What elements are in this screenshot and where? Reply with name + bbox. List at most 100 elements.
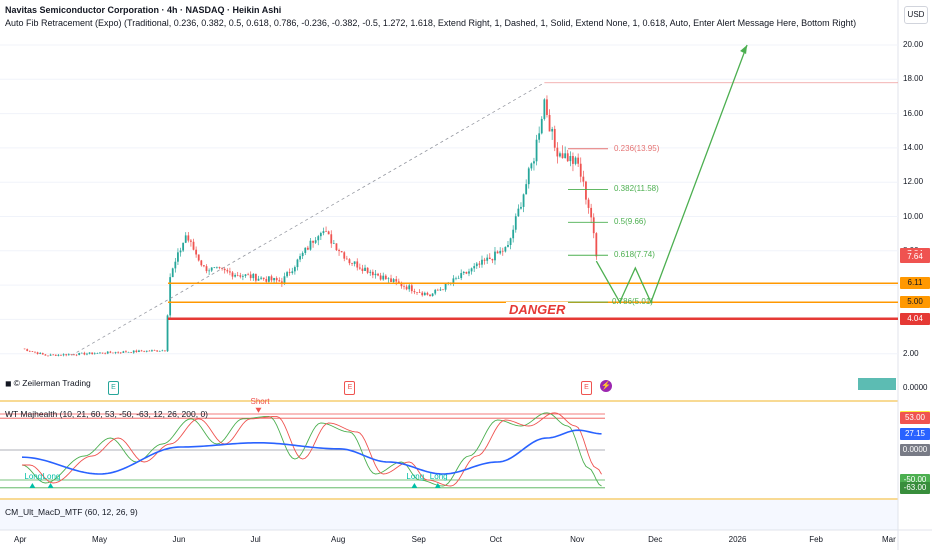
- candle-body: [530, 163, 533, 169]
- signal-label: Long: [42, 472, 61, 481]
- candle-body: [47, 355, 49, 357]
- candle-body: [28, 350, 31, 352]
- y-tick-label: 12.00: [903, 177, 924, 187]
- x-tick-label: 2026: [728, 535, 747, 544]
- candle-body: [60, 354, 62, 356]
- candle-body: [182, 242, 185, 251]
- candle-body: [164, 350, 166, 352]
- candle-body: [473, 266, 476, 269]
- candle-body: [70, 354, 73, 355]
- candle-body: [520, 206, 522, 209]
- candle-body: [91, 352, 94, 355]
- candle-body: [343, 252, 346, 259]
- candle-body: [452, 278, 455, 283]
- candle-body: [112, 352, 114, 354]
- candle-body: [286, 272, 288, 277]
- candle-body: [332, 243, 335, 244]
- candle-body: [210, 267, 213, 271]
- long-signal-icon: [47, 483, 54, 488]
- candle-body: [465, 271, 468, 274]
- candle-body: [293, 267, 296, 272]
- fib-level-label: 0.5(9.66): [614, 217, 647, 227]
- candle-body: [543, 99, 546, 119]
- x-tick-label: Mar: [882, 535, 896, 544]
- candle-body: [205, 266, 208, 272]
- candle-body: [213, 267, 216, 268]
- candle-body: [533, 161, 535, 164]
- candle-body: [444, 283, 447, 290]
- candle-body: [400, 282, 403, 287]
- price-tag: 7.64: [900, 250, 930, 263]
- candle-body: [592, 217, 595, 234]
- candle-body: [179, 250, 182, 253]
- candle-body: [559, 153, 561, 157]
- candle-body: [410, 285, 413, 292]
- signal-label: Long: [24, 472, 43, 481]
- candle-body: [138, 350, 140, 353]
- currency-button[interactable]: USD: [904, 6, 928, 24]
- candle-body: [96, 353, 99, 354]
- candle-body: [595, 233, 598, 257]
- candle-body: [166, 315, 169, 352]
- candle-body: [470, 268, 473, 272]
- candle-body: [88, 352, 91, 354]
- macd-legend: CM_Ult_MacD_MTF (60, 12, 26, 9): [5, 507, 138, 517]
- candle-body: [478, 263, 481, 265]
- wt2-line: [22, 412, 602, 487]
- candle-body: [190, 240, 192, 242]
- candle-body: [169, 277, 172, 316]
- candle-body: [325, 231, 327, 232]
- candle-body: [260, 277, 262, 279]
- candle-body: [392, 279, 395, 282]
- candle-body: [244, 274, 247, 276]
- candle-body: [431, 293, 434, 297]
- candle-body: [348, 259, 351, 264]
- candle-body: [241, 275, 244, 277]
- candle-body: [364, 267, 366, 271]
- candle-body: [177, 252, 179, 262]
- y-tick-label: 18.00: [903, 74, 924, 84]
- wt-trend-line: [21, 429, 602, 475]
- earnings-event-icon[interactable]: E: [344, 381, 356, 395]
- legend-box: [858, 378, 896, 390]
- candle-body: [203, 265, 205, 267]
- earnings-event-icon[interactable]: E: [580, 381, 592, 395]
- candle-body: [52, 354, 55, 356]
- candle-body: [158, 351, 161, 352]
- tradingview-logo-icon: ◼: [5, 379, 12, 388]
- candle-body: [257, 278, 260, 281]
- wt1-line: [21, 412, 602, 487]
- candle-body: [486, 257, 489, 261]
- candle-body: [488, 257, 491, 260]
- candle-body: [127, 352, 130, 353]
- candle-body: [330, 234, 333, 244]
- candle-body: [496, 251, 499, 254]
- candle-body: [462, 271, 465, 274]
- candle-body: [483, 259, 486, 261]
- candle-body: [494, 251, 496, 261]
- y-tick-label: 20.00: [903, 40, 924, 49]
- candle-body: [572, 156, 574, 164]
- candle-body: [535, 139, 538, 162]
- candle-body: [491, 259, 494, 261]
- candle-body: [327, 231, 330, 235]
- earnings-event-icon[interactable]: E: [107, 381, 119, 395]
- candle-body: [26, 349, 29, 351]
- candle-body: [418, 292, 421, 294]
- dividend-bolt-icon[interactable]: ⚡: [600, 380, 612, 392]
- candle-body: [67, 354, 70, 356]
- candle-body: [468, 271, 470, 274]
- candle-body: [156, 350, 159, 352]
- candle-body: [553, 128, 556, 148]
- y-tick-label: 16.00: [903, 108, 924, 118]
- long-signal-icon: [29, 483, 36, 488]
- candle-body: [585, 181, 587, 200]
- candle-body: [234, 275, 237, 277]
- candle-body: [161, 350, 164, 352]
- candle-body: [262, 277, 265, 280]
- chart-title: Navitas Semiconductor Corporation · 4h ·…: [5, 5, 282, 15]
- candle-body: [140, 350, 143, 352]
- candle-body: [382, 275, 385, 280]
- candle-body: [387, 278, 390, 280]
